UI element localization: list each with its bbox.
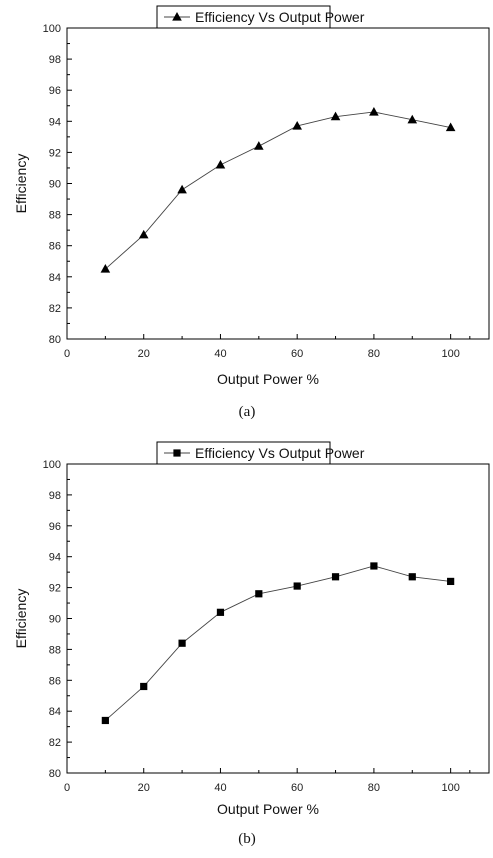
data-point: [370, 562, 378, 570]
y-tick-label: 94: [49, 552, 61, 564]
y-tick-label: 92: [49, 583, 61, 595]
x-tick-label: 100: [441, 782, 459, 794]
data-point: [255, 590, 263, 598]
x-tick-label: 60: [291, 348, 303, 360]
plot-frame: [66, 463, 490, 774]
y-tick-label: 80: [49, 334, 61, 346]
chart-b-svg: 80 82 84 86 88 90 92 94 96 98 100 0 20 40 60 80 100 Outpu…: [13, 441, 490, 847]
figure-caption: (a): [239, 404, 256, 420]
x-tick-label: 60: [291, 782, 303, 794]
y-tick-label: 98: [49, 490, 61, 502]
x-tick-label: 40: [214, 782, 226, 794]
data-point: [407, 114, 418, 124]
x-tick-label: 40: [214, 348, 226, 360]
x-tick-label: 80: [368, 782, 380, 794]
figure-caption: (b): [238, 831, 256, 847]
y-tick-label: 94: [49, 116, 61, 128]
y-tick-label: 82: [49, 737, 61, 749]
data-point: [254, 141, 264, 150]
x-tick-label: 80: [368, 348, 380, 360]
chart-a: 80 82 84 86 88 90 92 94 96 98 100 0 20 40 60 80 100 Outpu…: [13, 5, 490, 420]
data-point: [138, 229, 149, 239]
y-tick-label: 86: [49, 241, 61, 253]
data-point: [445, 122, 456, 132]
data-point: [292, 120, 302, 130]
legend-box: [156, 5, 331, 29]
x-axis-title: Output Power %: [217, 801, 319, 817]
y-axis-title: Efficiency: [13, 154, 29, 214]
chart-b: 80 82 84 86 88 90 92 94 96 98 100 0 20 40 60 80 100 Outpu…: [0, 430, 493, 858]
y-tick-label: 100: [43, 23, 61, 35]
legend-marker: [173, 449, 181, 457]
y-tick-label: 90: [49, 179, 61, 191]
data-point: [215, 159, 226, 169]
y-tick-label: 88: [49, 644, 61, 656]
data-point: [216, 608, 225, 616]
series-line: [105, 111, 451, 270]
legend-box: [156, 441, 331, 465]
data-point: [100, 264, 111, 273]
y-tick-label: 96: [49, 521, 61, 533]
x-tick-label: 0: [64, 782, 70, 794]
x-tick-label: 100: [441, 348, 459, 360]
y-tick-label: 96: [49, 85, 61, 97]
x-tick-label: 0: [64, 348, 70, 360]
y-tick-label: 86: [49, 675, 61, 687]
y-axis-title: Efficiency: [13, 589, 29, 649]
y-tick-label: 88: [49, 210, 61, 222]
chart-a-svg: 80 82 84 86 88 90 92 94 96 98 100 0 20 40 60 80 100 Outpu…: [13, 5, 490, 420]
data-point: [101, 716, 109, 725]
legend-label: Efficiency Vs Output Power: [195, 445, 365, 461]
x-axis-title: Output Power %: [217, 371, 319, 387]
y-tick-label: 100: [43, 459, 61, 471]
data-point: [177, 184, 187, 194]
data-point: [331, 573, 340, 581]
legend-marker: [172, 12, 182, 21]
y-tick-label: 84: [49, 272, 61, 284]
y-tick-label: 84: [49, 706, 61, 718]
x-tick-label: 20: [138, 782, 150, 794]
data-point: [330, 111, 341, 121]
y-tick-label: 92: [49, 147, 61, 159]
series-line: [105, 565, 451, 721]
y-tick-label: 98: [49, 54, 61, 66]
data-point: [178, 639, 186, 647]
data-point: [447, 577, 455, 586]
data-point: [369, 106, 379, 116]
y-tick-label: 82: [49, 303, 61, 315]
data-point: [140, 682, 148, 691]
data-point: [293, 582, 301, 590]
data-point: [408, 573, 416, 581]
y-tick-label: 80: [49, 768, 61, 780]
legend-label: Efficiency Vs Output Power: [195, 9, 365, 25]
y-tick-label: 90: [49, 614, 61, 626]
plot-frame: [66, 27, 490, 340]
x-tick-label: 20: [138, 348, 150, 360]
